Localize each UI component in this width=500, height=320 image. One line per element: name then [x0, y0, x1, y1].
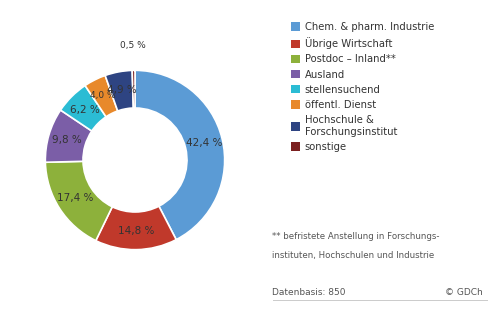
- Text: 42,4 %: 42,4 %: [186, 138, 222, 148]
- Wedge shape: [132, 70, 135, 108]
- Text: © GDCh: © GDCh: [445, 288, 482, 297]
- Legend: Chem. & pharm. Industrie, Übrige Wirtschaft, Postdoc – Inland**, Ausland, stelle: Chem. & pharm. Industrie, Übrige Wirtsch…: [291, 22, 434, 152]
- Text: 4,0 %: 4,0 %: [90, 92, 116, 100]
- Wedge shape: [60, 85, 106, 131]
- Wedge shape: [46, 161, 112, 241]
- Wedge shape: [105, 70, 134, 111]
- Text: 9,8 %: 9,8 %: [52, 135, 82, 145]
- Text: 0,5 %: 0,5 %: [120, 41, 146, 50]
- Text: 6,2 %: 6,2 %: [70, 105, 100, 115]
- Wedge shape: [96, 206, 176, 250]
- Text: instituten, Hochschulen und Industrie: instituten, Hochschulen und Industrie: [272, 251, 435, 260]
- Text: 4,9 %: 4,9 %: [107, 85, 137, 95]
- Wedge shape: [85, 76, 117, 117]
- Wedge shape: [135, 70, 224, 240]
- Text: Datenbasis: 850: Datenbasis: 850: [272, 288, 346, 297]
- Text: ** befristete Anstellung in Forschungs-: ** befristete Anstellung in Forschungs-: [272, 232, 440, 241]
- Text: 14,8 %: 14,8 %: [118, 226, 154, 236]
- Wedge shape: [46, 110, 92, 162]
- Text: 17,4 %: 17,4 %: [58, 193, 94, 203]
